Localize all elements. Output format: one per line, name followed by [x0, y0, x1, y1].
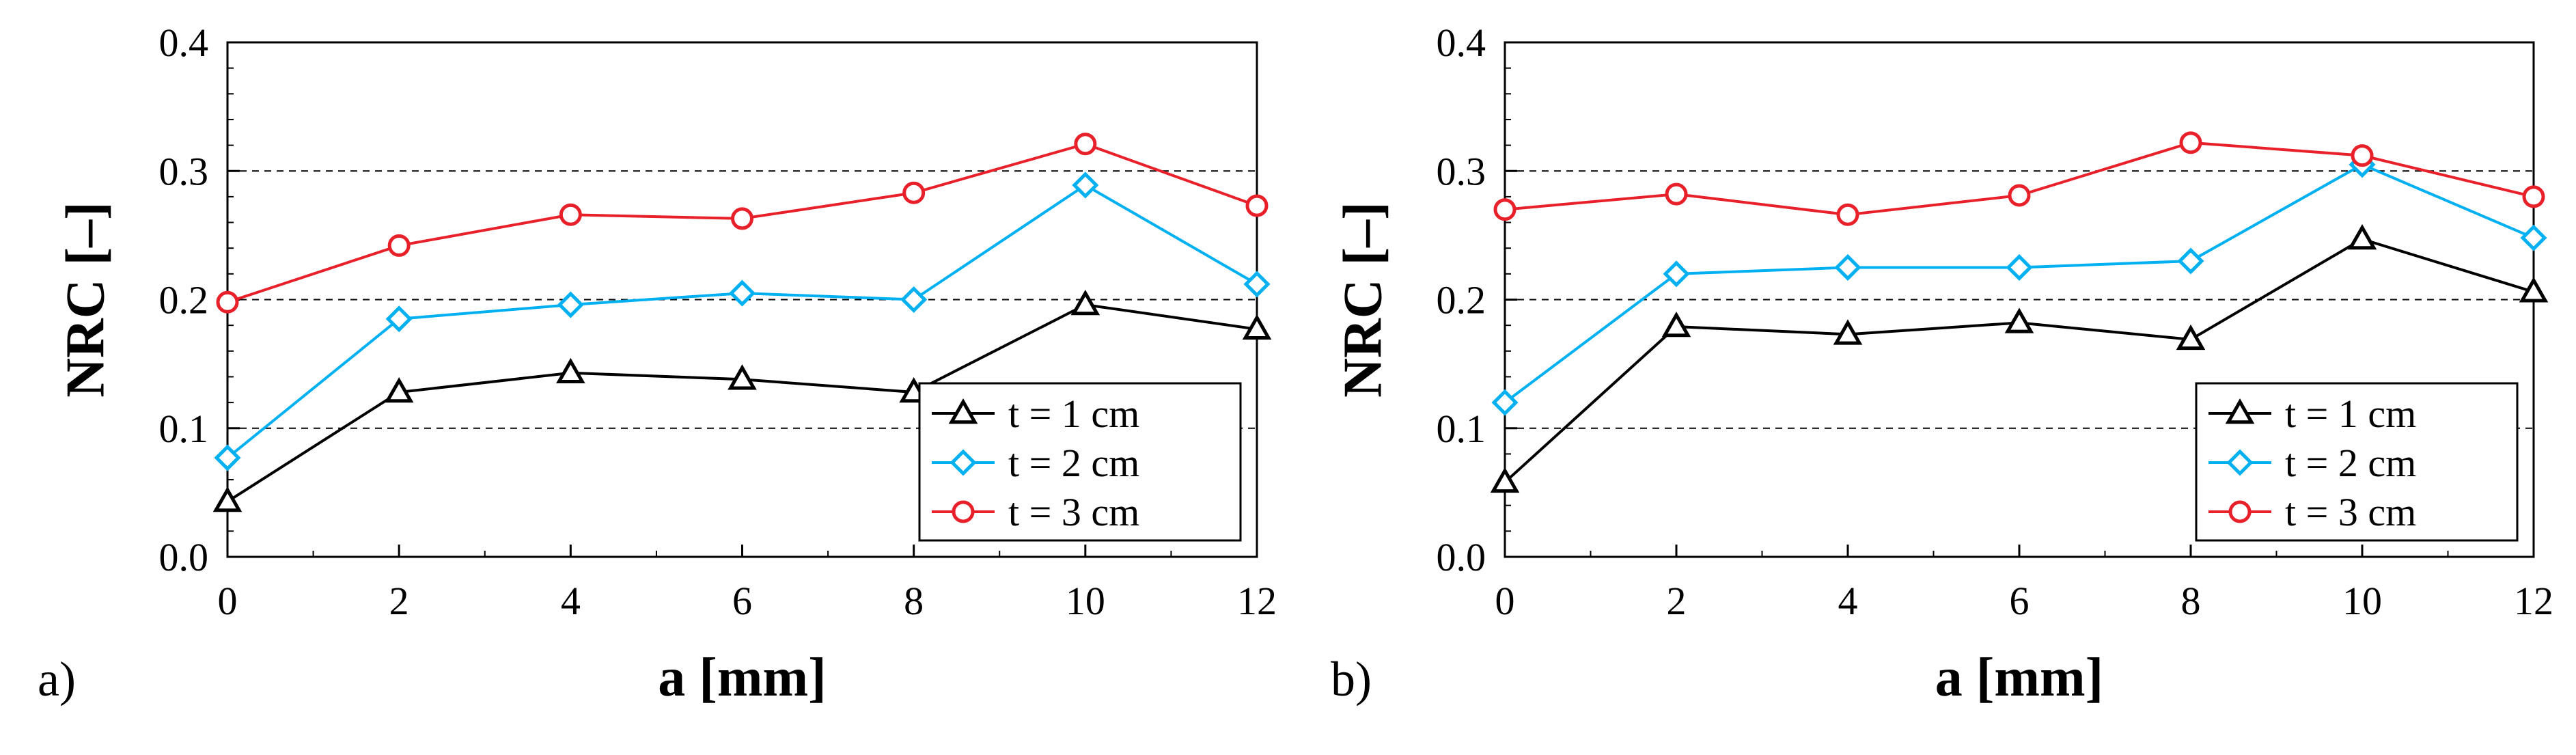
data-point: [1074, 133, 1097, 156]
series-3: [1493, 131, 2545, 226]
legend-label: t = 3 cm: [2285, 490, 2416, 534]
x-tick-label: 10: [1066, 579, 1105, 623]
data-point: [2347, 223, 2377, 250]
data-point: [1243, 271, 1271, 298]
data-point: [2519, 277, 2549, 303]
legend-label: t = 3 cm: [1008, 490, 1139, 534]
series-2: [214, 171, 1271, 471]
series-1: [1490, 223, 2549, 493]
data-point: [2177, 247, 2204, 275]
y-tick-label: 0.0: [1437, 535, 1486, 579]
x-tick-label: 2: [1667, 579, 1687, 623]
data-point: [1491, 389, 1519, 416]
x-tick-label: 6: [2010, 579, 2030, 623]
legend-marker: [2228, 500, 2252, 523]
data-point: [728, 279, 756, 307]
panel-label: b): [1331, 652, 1372, 706]
x-tick-label: 0: [218, 579, 238, 623]
data-point: [216, 290, 239, 314]
legend-marker: [948, 398, 978, 424]
series-3: [216, 133, 1269, 314]
y-tick-label: 0.0: [159, 535, 209, 579]
x-axis-title: a [mm]: [658, 648, 827, 708]
data-point: [1072, 171, 1099, 199]
data-point: [1661, 311, 1691, 338]
data-point: [731, 207, 753, 230]
y-tick-label: 0.2: [1437, 278, 1486, 322]
data-point: [1833, 319, 1863, 345]
y-tick-label: 0.2: [159, 278, 209, 322]
legend-marker: [2225, 398, 2255, 424]
data-point: [2006, 253, 2033, 281]
legend-marker: [952, 500, 975, 523]
data-point: [387, 234, 411, 257]
x-tick-label: 6: [732, 579, 752, 623]
data-point: [1836, 203, 1859, 226]
y-tick-label: 0.1: [1437, 407, 1486, 451]
legend-marker: [2226, 449, 2254, 476]
x-tick-label: 4: [561, 579, 581, 623]
data-point: [2522, 185, 2545, 208]
legend-label: t = 1 cm: [1008, 392, 1139, 436]
y-tick-label: 0.1: [159, 407, 209, 451]
x-tick-label: 10: [2342, 579, 2382, 623]
data-point: [214, 444, 241, 471]
x-tick-label: 0: [1495, 579, 1515, 623]
legend-label: t = 1 cm: [2285, 392, 2416, 436]
data-point: [2004, 307, 2034, 333]
data-point: [1493, 198, 1516, 221]
data-point: [728, 364, 757, 390]
data-point: [2176, 324, 2206, 351]
data-point: [1663, 260, 1690, 288]
chart-panel-2: 0.0 0.1 0.2 0.3 0.4 0 2 4 6 8 10 12 a [mm] NRC [–] b) t…: [1331, 20, 2553, 708]
x-tick-label: 4: [1838, 579, 1858, 623]
legend-label: t = 2 cm: [2285, 441, 2416, 485]
data-point: [557, 291, 584, 318]
x-tick-label: 12: [1237, 579, 1277, 623]
data-point: [900, 286, 928, 314]
y-axis-title: NRC [–]: [55, 202, 115, 398]
y-axis-title: NRC [–]: [1333, 202, 1393, 398]
data-point: [1665, 182, 1688, 206]
data-point: [2351, 144, 2374, 167]
y-tick-label: 0.4: [1437, 20, 1486, 65]
data-point: [2179, 131, 2202, 154]
y-tick-label: 0.3: [159, 149, 209, 193]
data-point: [1070, 289, 1100, 316]
chart-panel-1: 0.0 0.1 0.2 0.3 0.4 0 2 4 6 8 10 12 a [mm] NRC [–] a) t…: [38, 20, 1277, 708]
panel-label: a): [38, 652, 76, 706]
x-axis-title: a [mm]: [1935, 648, 2104, 708]
legend-label: t = 2 cm: [1008, 441, 1139, 485]
data-point: [559, 203, 582, 226]
data-point: [2520, 224, 2547, 251]
data-point: [212, 486, 243, 512]
data-point: [384, 377, 414, 403]
legend: t = 1 cm t = 2 cm t = 3 cm: [2195, 382, 2519, 542]
data-point: [1490, 467, 1520, 493]
data-point: [1834, 253, 1861, 281]
x-tick-label: 12: [2514, 579, 2553, 623]
y-tick-label: 0.3: [1437, 149, 1486, 193]
x-tick-label: 2: [389, 579, 409, 623]
data-point: [556, 357, 585, 384]
data-point: [2008, 184, 2031, 207]
x-tick-label: 8: [2181, 579, 2201, 623]
data-point: [385, 305, 413, 333]
data-point: [1242, 314, 1272, 340]
legend-marker: [950, 449, 977, 476]
data-point: [902, 181, 926, 204]
series-1: [212, 289, 1272, 512]
data-point: [1245, 194, 1269, 217]
x-tick-label: 8: [904, 579, 924, 623]
y-tick-label: 0.4: [159, 20, 209, 65]
legend: t = 1 cm t = 2 cm t = 3 cm: [918, 382, 1242, 542]
